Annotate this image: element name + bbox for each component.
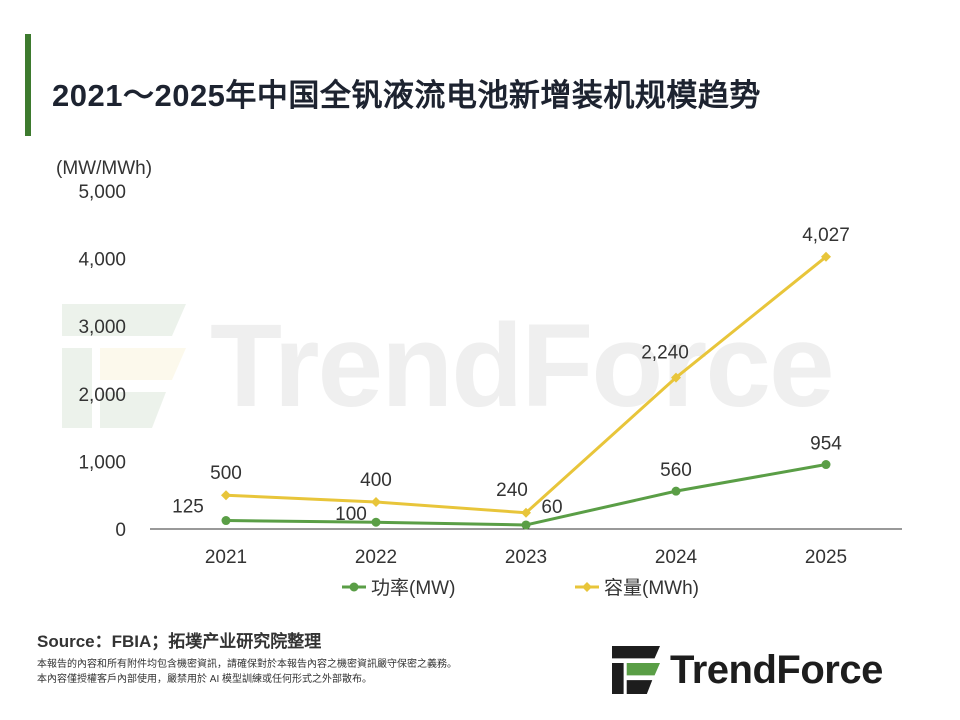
- y-axis-unit-label: (MW/MWh): [56, 158, 153, 179]
- x-tick-label: 2025: [805, 547, 847, 568]
- data-label: 4,027: [802, 225, 850, 246]
- data-label: 400: [360, 470, 392, 491]
- y-tick-label: 1,000: [78, 452, 126, 473]
- data-label: 2,240: [641, 343, 689, 364]
- disclaimer: 本報告的內容和所有附件均包含機密資訊，請確保對於本報告內容之機密資訊嚴守保密之義…: [37, 657, 457, 687]
- brand-logo: TrendForce: [612, 646, 883, 694]
- brand-name: TrendForce: [670, 647, 883, 692]
- y-tick-label: 3,000: [78, 317, 126, 338]
- x-tick-label: 2023: [505, 547, 547, 568]
- x-tick-label: 2024: [655, 547, 698, 568]
- source-note: Source：FBIA；拓墣产业研究院整理: [37, 632, 322, 651]
- data-point-capacity: [221, 490, 231, 501]
- data-point-capacity: [521, 507, 531, 518]
- chart-title: 2021～2025年中国全钒液流电池新增装机规模趋势: [52, 78, 761, 113]
- data-point-power: [221, 516, 231, 526]
- data-label: 560: [660, 460, 692, 481]
- data-point-power: [671, 486, 681, 496]
- disclaimer-line: 本報告的內容和所有附件均包含機密資訊，請確保對於本報告內容之機密資訊嚴守保密之義…: [37, 659, 457, 670]
- data-label: 125: [172, 497, 204, 518]
- legend-label: 功率(MW): [371, 577, 455, 599]
- data-point-power: [521, 520, 531, 530]
- disclaimer-line: 本內容僅授權客戶內部使用，嚴禁用於 AI 模型訓練或任何形式之外部散布。: [37, 674, 373, 685]
- y-tick-label: 0: [115, 520, 126, 541]
- data-label: 60: [541, 497, 562, 518]
- data-point-capacity: [671, 372, 681, 383]
- data-point-power: [371, 517, 381, 527]
- data-point-capacity: [371, 496, 381, 507]
- data-label: 240: [496, 480, 528, 501]
- y-tick-label: 5,000: [78, 182, 126, 203]
- series-line-capacity: [225, 255, 827, 515]
- legend-marker: [582, 582, 592, 592]
- x-tick-label: 2021: [205, 547, 247, 568]
- legend-label: 容量(MWh): [604, 577, 699, 599]
- data-point-capacity: [821, 251, 831, 262]
- data-label: 500: [210, 463, 242, 484]
- line-chart: 0 1,000 2,000 3,000 4,000 5,000 2021 2022 2023 20…: [78, 182, 902, 599]
- trendforce-logo-icon: [612, 646, 660, 694]
- title-accent-bar: [25, 34, 31, 136]
- y-tick-label: 4,000: [78, 250, 126, 271]
- legend-marker: [349, 582, 359, 592]
- data-point-power: [821, 460, 831, 470]
- x-tick-label: 2022: [355, 547, 397, 568]
- y-tick-label: 2,000: [78, 385, 126, 406]
- data-label: 954: [810, 434, 842, 455]
- data-label: 100: [335, 504, 367, 525]
